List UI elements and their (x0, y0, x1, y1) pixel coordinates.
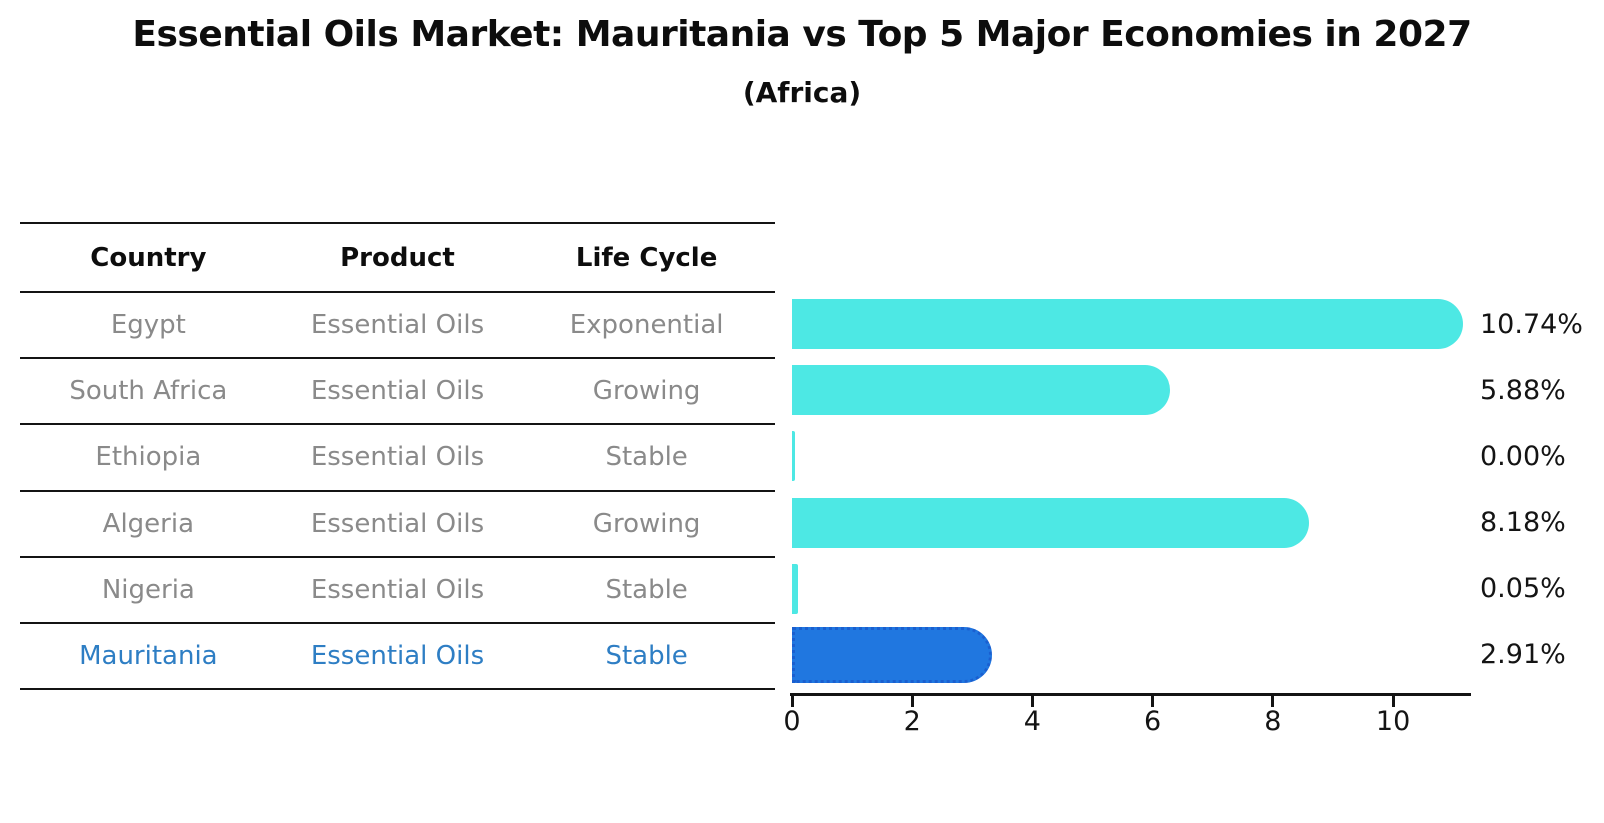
x-tick-label: 2 (903, 706, 921, 737)
value-label: 8.18% (1480, 507, 1566, 539)
bar-plot-rows (792, 291, 1470, 688)
bar-plot (792, 291, 1470, 688)
table-row: Mauritania Essential Oils Stable (20, 624, 775, 691)
country-table: Country Product Life Cycle Egypt Essentia… (20, 222, 775, 691)
table-cell-lifecycle: Growing (592, 508, 701, 539)
chart-subtitle: (Africa) (742, 76, 862, 109)
x-tick-label: 0 (783, 706, 801, 737)
x-tick (910, 696, 914, 707)
table-cell-lifecycle: Stable (605, 640, 688, 671)
table-cell-lifecycle: Stable (605, 574, 688, 605)
x-tick (1391, 696, 1395, 707)
table-cell-country: Nigeria (101, 574, 195, 605)
x-tick (790, 696, 794, 707)
column-header-product: Product (340, 242, 455, 273)
bar-row (792, 423, 1470, 489)
table-cell-product: Essential Oils (310, 310, 485, 341)
x-tick (1271, 696, 1275, 707)
bar-row (792, 357, 1470, 423)
table-header-row: Country Product Life Cycle (20, 224, 775, 293)
table-cell-country: Mauritania (79, 640, 218, 671)
table-cell-lifecycle: Stable (605, 442, 688, 473)
x-tick-label: 10 (1375, 706, 1411, 737)
table-cell-lifecycle: Growing (592, 376, 701, 407)
bar-row (792, 490, 1470, 556)
value-label: 2.91% (1480, 639, 1566, 671)
value-label: 0.05% (1480, 573, 1566, 605)
table-body: Egypt Essential Oils Exponential South Afri… (20, 293, 775, 691)
value-label: 5.88% (1480, 374, 1566, 406)
table-cell-country: Ethiopia (95, 442, 202, 473)
table-row: Algeria Essential Oils Growing (20, 492, 775, 558)
table-cell-product: Essential Oils (310, 508, 485, 539)
column-header-lifecycle: Life Cycle (575, 242, 718, 273)
bar (792, 431, 795, 482)
table-row: South Africa Essential Oils Growing (20, 359, 775, 426)
bar (792, 299, 1463, 349)
table-cell-product: Essential Oils (310, 640, 485, 671)
x-tick (1030, 696, 1034, 707)
value-label-column: 10.74% 5.88% 0.00% 8.18% 0.05% 2.91% (1480, 291, 1604, 688)
column-header-country: Country (90, 242, 207, 273)
value-label: 0.00% (1480, 440, 1566, 472)
table-cell-lifecycle: Exponential (569, 310, 724, 341)
table-row: Egypt Essential Oils Exponential (20, 293, 775, 360)
table-cell-product: Essential Oils (310, 376, 485, 407)
bar (792, 365, 1171, 416)
table-cell-country: South Africa (69, 376, 228, 407)
table-row: Nigeria Essential Oils Stable (20, 558, 775, 624)
x-tick (1151, 696, 1155, 707)
x-axis-line (790, 693, 1471, 696)
bar-row (792, 622, 1470, 688)
value-label: 10.74% (1480, 308, 1583, 340)
x-tick-label: 4 (1023, 706, 1041, 737)
bar-highlight (792, 626, 992, 683)
x-tick-label: 8 (1264, 706, 1282, 737)
bar-row (792, 291, 1470, 357)
bar (792, 497, 1309, 548)
bar (792, 563, 798, 614)
table-cell-country: Algeria (102, 508, 195, 539)
x-tick-label: 6 (1144, 706, 1162, 737)
table-cell-product: Essential Oils (310, 574, 485, 605)
table-row: Ethiopia Essential Oils Stable (20, 425, 775, 492)
chart-title: Essential Oils Market: Mauritania vs Top… (132, 14, 1472, 55)
bar-row (792, 556, 1470, 622)
table-cell-product: Essential Oils (310, 442, 485, 473)
table-cell-country: Egypt (110, 310, 186, 341)
